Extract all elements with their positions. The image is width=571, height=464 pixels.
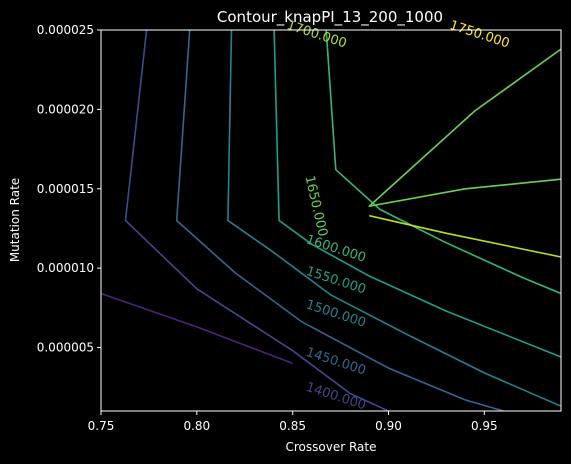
plot-frame xyxy=(100,29,562,412)
contour-line-1550 xyxy=(273,29,562,358)
x-tick-label: 0.90 xyxy=(375,419,402,433)
contour-line-1500 xyxy=(227,29,562,407)
contour-lines xyxy=(100,29,562,412)
x-tick-label: 0.75 xyxy=(88,419,115,433)
contour-line-1700 xyxy=(369,214,562,258)
x-tick-label: 0.80 xyxy=(183,419,210,433)
y-tick-label: 0.000015 xyxy=(37,182,94,196)
contour-line-1350 xyxy=(100,292,293,365)
y-tick-label: 0.000025 xyxy=(37,23,94,37)
y-tick-label: 0.000005 xyxy=(37,341,94,355)
contour-line-1650 xyxy=(368,48,562,207)
y-tick-label: 0.000010 xyxy=(37,261,94,275)
contour-labels: 1400.0001450.0001500.0001550.0001600.000… xyxy=(285,18,512,413)
chart-title: Contour_knapPI_13_200_1000 xyxy=(217,8,443,27)
contour-line-1450 xyxy=(175,29,504,412)
x-axis-ticks: 0.75 0.80 0.85 0.90 0.95 xyxy=(88,411,498,433)
contour-line-1400 xyxy=(124,29,389,412)
x-axis-label: Crossover Rate xyxy=(286,440,377,454)
y-axis-label: Mutation Rate xyxy=(8,178,22,262)
y-axis-ticks: 0.000005 0.000010 0.000015 0.000020 0.000025 xyxy=(37,23,101,355)
x-tick-label: 0.85 xyxy=(279,419,306,433)
y-tick-label: 0.000020 xyxy=(37,102,94,116)
x-tick-label: 0.95 xyxy=(471,419,498,433)
